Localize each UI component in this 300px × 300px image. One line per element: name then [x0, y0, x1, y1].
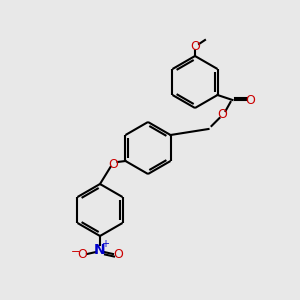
Text: O: O — [190, 40, 200, 52]
Text: O: O — [218, 109, 227, 122]
Text: O: O — [113, 248, 123, 262]
Text: N: N — [94, 243, 106, 257]
Text: O: O — [246, 94, 256, 106]
Text: O: O — [77, 248, 87, 262]
Text: −: − — [71, 247, 81, 257]
Text: +: + — [101, 239, 109, 249]
Text: O: O — [109, 158, 118, 170]
